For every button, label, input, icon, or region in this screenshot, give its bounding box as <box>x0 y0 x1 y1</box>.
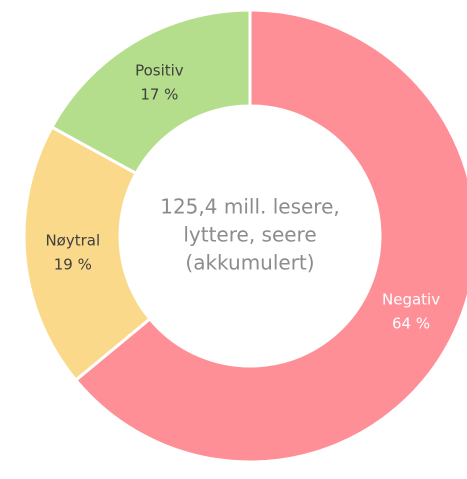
slice-value-label: 64 % <box>392 314 430 332</box>
slice-value-label: 17 % <box>140 85 178 103</box>
center-text: (akkumulert) <box>185 251 314 275</box>
slice-value-label: 19 % <box>54 255 92 273</box>
center-text: lyttere, seere <box>183 223 316 247</box>
center-text: 125,4 mill. lesere, <box>160 195 340 219</box>
slice-label: Negativ <box>382 290 440 308</box>
slice-label: Positiv <box>135 61 184 79</box>
slice-label: Nøytral <box>45 231 100 249</box>
donut-slice <box>49 8 252 176</box>
donut-slice <box>73 8 467 464</box>
donut-slice <box>22 125 152 383</box>
